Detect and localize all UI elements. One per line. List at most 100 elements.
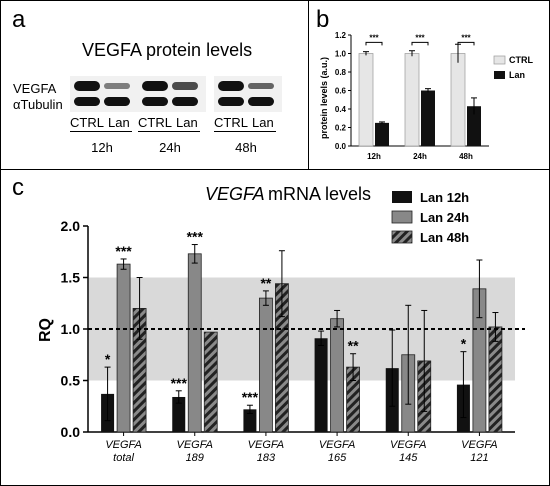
- chart-c-bar: [488, 326, 503, 433]
- chart-c-sig-label: **: [348, 338, 359, 354]
- chart-b-ylabel: protein levels (a.u.): [319, 57, 329, 139]
- chart-c-xtick-gene: VEGFA: [461, 439, 497, 451]
- chart-c-ylabel: RQ: [37, 318, 54, 342]
- chart-c-sig-label: ***: [242, 389, 259, 405]
- tubulin-band: [248, 97, 274, 106]
- chart-c-xtick-gene: VEGFA: [390, 439, 426, 451]
- chart-b-sig-bracket: [411, 41, 429, 46]
- chart-b-xtick-label: 24h: [413, 152, 427, 161]
- chart-b-sig-bracket: [365, 41, 383, 46]
- chart-c-bar: [116, 263, 131, 433]
- chart-b-xtick-label: 48h: [459, 152, 473, 161]
- chart-b-ytick-label: 0.4: [335, 105, 347, 114]
- lane-label-ctrl: CTRL: [138, 115, 172, 130]
- chart-c-bar: [330, 318, 344, 433]
- chart-c-bar: [203, 331, 218, 433]
- chart-c-ytick-label: 1.5: [61, 270, 81, 286]
- legend-lan12-swatch: [392, 191, 412, 203]
- lane-label-ctrl: CTRL: [70, 115, 104, 130]
- timepoint-label: 12h: [91, 140, 113, 155]
- panel-label-c: c: [12, 174, 24, 201]
- lane-group-underline: [70, 131, 132, 132]
- western-blot-title: VEGFA protein levels: [82, 40, 253, 60]
- chart-c-bar: [259, 297, 273, 433]
- chart-c-sig-label: *: [461, 336, 467, 352]
- chart-c-bar: [172, 396, 186, 432]
- chart-c-sig-label: **: [260, 275, 271, 291]
- panel-label-a: a: [12, 6, 26, 33]
- chart-b-sig-label: ***: [369, 33, 379, 42]
- chart-c-sig-label: ***: [171, 375, 188, 391]
- lane-label-lan: Lan: [108, 115, 130, 130]
- chart-b-sig-label: ***: [461, 33, 471, 42]
- legend-lan48-swatch: [391, 230, 413, 244]
- chart-b-ytick-label: 0.6: [335, 87, 347, 96]
- vegfa-band: [248, 82, 274, 90]
- timepoint-label: 48h: [235, 140, 257, 155]
- panel-divider-horizontal: [0, 169, 549, 170]
- legend-ctrl-label: CTRL: [509, 55, 533, 65]
- panel-divider-vertical: [308, 0, 309, 169]
- lane-label-lan: Lan: [252, 115, 274, 130]
- chart-b-ytick-label: 1.0: [335, 50, 347, 59]
- chart-c-xtick-gene: VEGFA: [248, 439, 284, 451]
- chart-c-bar: [187, 253, 202, 433]
- protein-levels-chart: protein levels (a.u.) CTRL Lan 0.0 0.2 0.4…: [319, 31, 533, 161]
- chart-c-xtick-gene: VEGFA: [319, 439, 355, 451]
- chart-c-ytick-label: 2.0: [61, 218, 81, 234]
- row-label-tubulin: αTubulin: [13, 97, 63, 112]
- tubulin-band: [218, 97, 244, 106]
- chart-c-xtick-sub: 145: [399, 452, 418, 464]
- chart-c-xtick-sub: 121: [470, 452, 488, 464]
- vegfa-band: [172, 82, 198, 90]
- tubulin-band: [74, 97, 100, 106]
- chart-b-ytick-label: 0.2: [335, 124, 347, 133]
- chart-c-xtick-gene: VEGFA: [177, 439, 213, 451]
- timepoint-label: 24h: [159, 140, 181, 155]
- chart-c-sig-label: *: [105, 351, 111, 367]
- vegfa-band: [74, 81, 100, 91]
- chart-b-sig-label: ***: [415, 33, 425, 42]
- lane-label-lan: Lan: [176, 115, 198, 130]
- chart-c-sig-label: ***: [187, 229, 204, 245]
- legend-lan12-label: Lan 12h: [420, 190, 469, 205]
- chart-b-bar: [375, 122, 389, 146]
- chart-b-sig-bracket: [457, 41, 475, 46]
- tubulin-band: [104, 97, 130, 106]
- chart-b-ytick-label: 0.8: [335, 68, 347, 77]
- chart-c-ytick-label: 0.5: [61, 373, 81, 389]
- chart-b-bar: [421, 90, 435, 146]
- chart-c-ytick-label: 0.0: [61, 424, 81, 440]
- legend-lan-label: Lan: [509, 70, 525, 80]
- chart-c-xtick-sub: 165: [328, 452, 347, 464]
- legend-lan24-label: Lan 24h: [420, 210, 469, 225]
- chart-c-xtick-sub: 189: [186, 452, 204, 464]
- panel-label-b: b: [316, 6, 330, 33]
- chart-b-ytick-label: 1.2: [335, 31, 347, 40]
- vegfa-band: [104, 83, 130, 89]
- tubulin-band: [172, 97, 198, 106]
- chart-b-bar: [467, 106, 481, 146]
- lane-label-ctrl: CTRL: [214, 115, 248, 130]
- lane-group-underline: [214, 131, 276, 132]
- chart-b-xtick-label: 12h: [367, 152, 381, 161]
- chart-c-ytick-label: 1.0: [61, 321, 81, 337]
- legend-lan48-label: Lan 48h: [420, 230, 469, 245]
- chart-c-xtick-sub: 183: [257, 452, 276, 464]
- chart-c-sig-label: ***: [115, 243, 132, 259]
- vegfa-band: [142, 81, 168, 91]
- tubulin-band: [142, 97, 168, 106]
- legend-lan-swatch: [494, 71, 505, 79]
- chart-c-bar: [314, 338, 328, 432]
- chart-c-title-rest: mRNA levels: [268, 184, 371, 204]
- lane-group-underline: [138, 131, 200, 132]
- chart-c-title-gene: VEGFA: [205, 184, 265, 204]
- chart-b-ytick-label: 0.0: [335, 142, 347, 151]
- legend-lan24-swatch: [391, 210, 413, 224]
- row-label-vegfa: VEGFA: [13, 81, 57, 96]
- chart-c-bar: [243, 409, 257, 432]
- chart-c-xtick-sub: total: [113, 452, 134, 464]
- chart-c-xtick-gene: VEGFA: [105, 439, 141, 451]
- vegfa-band: [218, 81, 244, 91]
